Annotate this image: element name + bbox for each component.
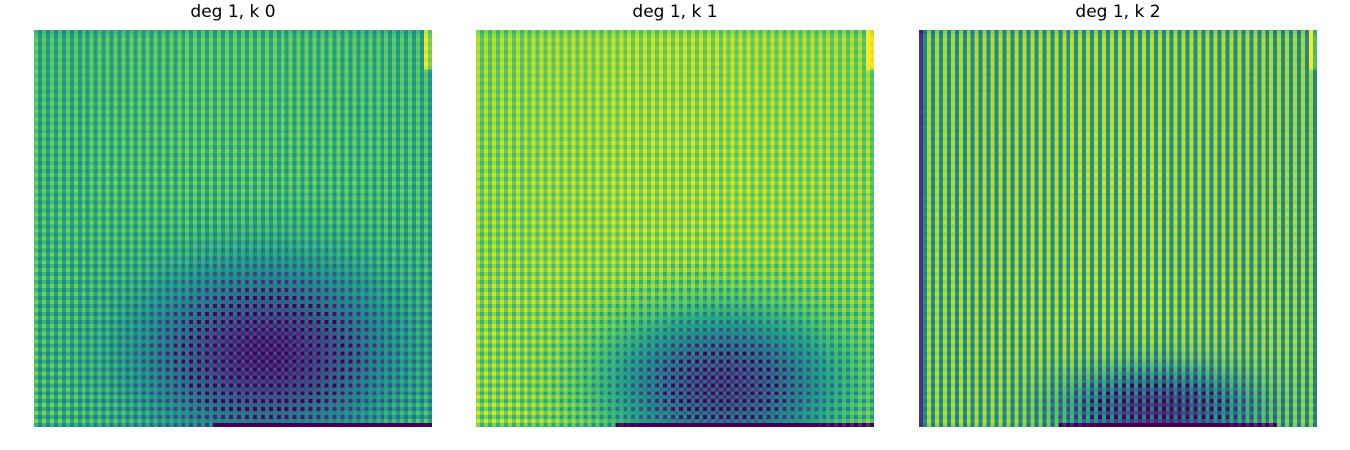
heatmap-panel-k0: deg 1, k 0 (34, 0, 432, 450)
heatmap-image-k1 (476, 30, 874, 427)
heatmap-image-k0 (34, 30, 432, 427)
heatmap-panel-k1: deg 1, k 1 (476, 0, 874, 450)
heatmap-image-k2 (919, 30, 1317, 427)
heatmap-panel-k2: deg 1, k 2 (919, 0, 1317, 450)
panel-title-k1: deg 1, k 1 (632, 2, 718, 22)
panel-title-k0: deg 1, k 0 (190, 2, 276, 22)
panel-title-k2: deg 1, k 2 (1075, 2, 1161, 22)
